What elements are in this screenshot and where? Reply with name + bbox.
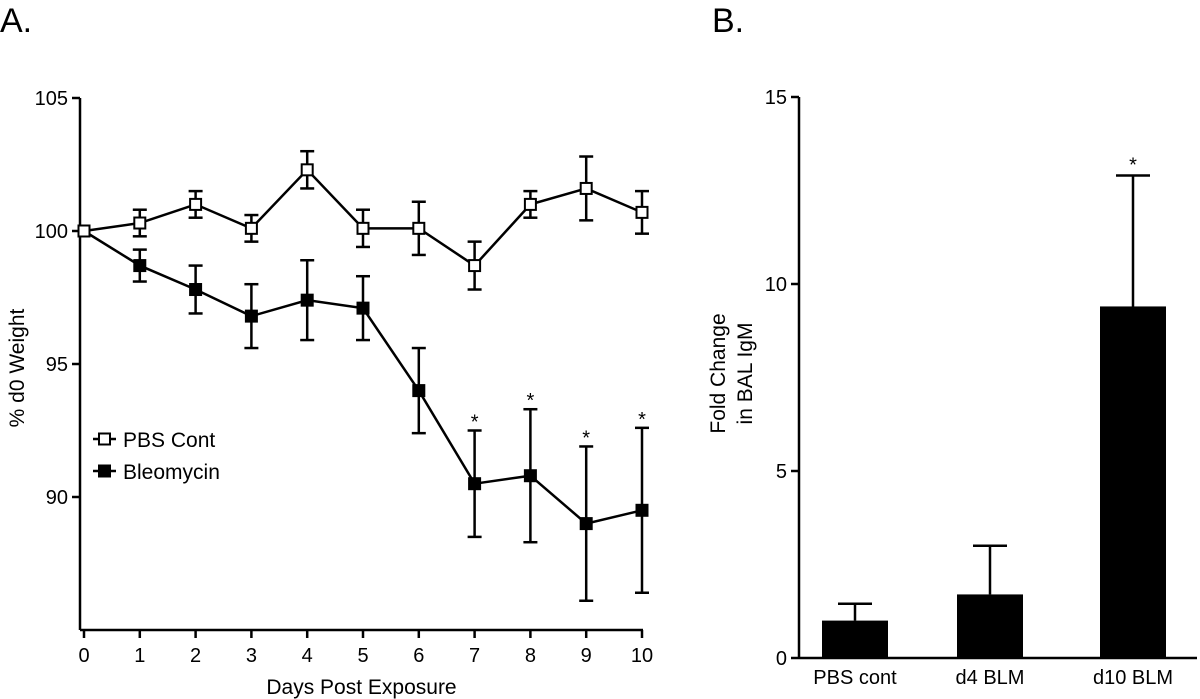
significance-star-d10-blm: * xyxy=(1129,155,1137,177)
y-tick-label: 100 xyxy=(35,221,68,243)
bar-d10-blm xyxy=(1100,306,1166,658)
significance-star: * xyxy=(638,409,646,431)
data-point xyxy=(133,259,147,273)
panel-b-bars: * xyxy=(822,155,1166,658)
x-tick-label: 4 xyxy=(302,645,313,667)
data-point xyxy=(579,517,593,531)
data-point xyxy=(356,301,370,315)
panel-a-x-axis-title: Days Post Exposure xyxy=(266,676,456,699)
data-point xyxy=(356,221,370,235)
significance-star: * xyxy=(471,412,479,434)
panel-b-letter: B. xyxy=(712,2,744,40)
data-point xyxy=(244,221,258,235)
x-tick-label-d10-blm: d10 BLM xyxy=(1093,667,1173,689)
x-tick-label: 9 xyxy=(581,645,592,667)
data-point xyxy=(635,205,649,219)
x-tick-label-pbs-cont: PBS cont xyxy=(813,667,897,689)
panel-a-y-axis-title: % d0 Weight xyxy=(6,308,29,427)
data-point xyxy=(468,477,482,491)
panel-b-x-tick-labels: PBS cont d4 BLM d10 BLM xyxy=(813,667,1173,689)
x-tick-label: 10 xyxy=(631,645,653,667)
y-tick-label: 95 xyxy=(46,354,68,376)
bar-pbs-cont xyxy=(822,620,888,658)
series-pbs-cont xyxy=(77,149,649,291)
panel-a-line-chart: A. 90 95 100 105 0 1 2 3 4 5 6 7 8 9 10 * * * * Days Pos… xyxy=(0,2,653,699)
x-tick-label: 1 xyxy=(134,645,145,667)
data-point xyxy=(300,163,314,177)
x-tick-label: 2 xyxy=(190,645,201,667)
panel-b-y-axis-title-line-2: in BAL IgM xyxy=(734,323,757,425)
panel-a-series: * * * * xyxy=(77,149,649,602)
legend-label-pbs-cont: PBS Cont xyxy=(123,429,215,452)
data-point xyxy=(189,283,203,297)
data-point xyxy=(133,216,147,230)
data-point xyxy=(244,309,258,323)
legend-label-bleomycin: Bleomycin xyxy=(123,461,220,484)
data-point xyxy=(412,384,426,398)
y-tick-label: 105 xyxy=(35,88,68,110)
data-point xyxy=(579,181,593,195)
data-point xyxy=(77,224,91,238)
legend-marker-bleomycin xyxy=(98,464,111,478)
data-point xyxy=(300,293,314,307)
data-point xyxy=(189,197,203,211)
panel-a-x-ticks: 0 1 2 3 4 5 6 7 8 9 10 xyxy=(78,630,653,667)
data-point xyxy=(523,197,537,211)
y-tick-label: 0 xyxy=(776,648,787,670)
x-tick-label: 7 xyxy=(469,645,480,667)
data-point xyxy=(635,503,649,517)
panel-a-y-ticks: 90 95 100 105 xyxy=(35,88,80,509)
panel-b-y-axis-title-line-1: Fold Change xyxy=(707,313,730,433)
y-tick-label: 15 xyxy=(765,87,787,109)
y-tick-label: 10 xyxy=(765,274,787,296)
x-tick-label: 3 xyxy=(246,645,257,667)
panel-b-y-ticks: 0 5 10 15 xyxy=(765,87,799,670)
data-point xyxy=(468,259,482,273)
significance-star: * xyxy=(582,427,590,449)
significance-star: * xyxy=(527,390,535,412)
bar-d4-blm xyxy=(957,594,1023,658)
y-tick-label: 5 xyxy=(776,461,787,483)
data-point xyxy=(412,221,426,235)
x-tick-label-d4-blm: d4 BLM xyxy=(956,667,1025,689)
panel-a-letter: A. xyxy=(0,2,32,40)
x-tick-label: 5 xyxy=(357,645,368,667)
series-bleomycin: * * * * xyxy=(77,224,649,602)
panel-b-bar-chart: B. 0 5 10 15 * PBS cont d4 BLM d10 BLM Fold C… xyxy=(707,2,1197,689)
data-point xyxy=(523,469,537,483)
x-tick-label: 8 xyxy=(525,645,536,667)
x-tick-label: 0 xyxy=(78,645,89,667)
y-tick-label: 90 xyxy=(46,487,68,509)
legend-marker-pbs-cont xyxy=(98,432,111,446)
panel-a-legend: PBS Cont Bleomycin xyxy=(93,429,220,484)
x-tick-label: 6 xyxy=(413,645,424,667)
